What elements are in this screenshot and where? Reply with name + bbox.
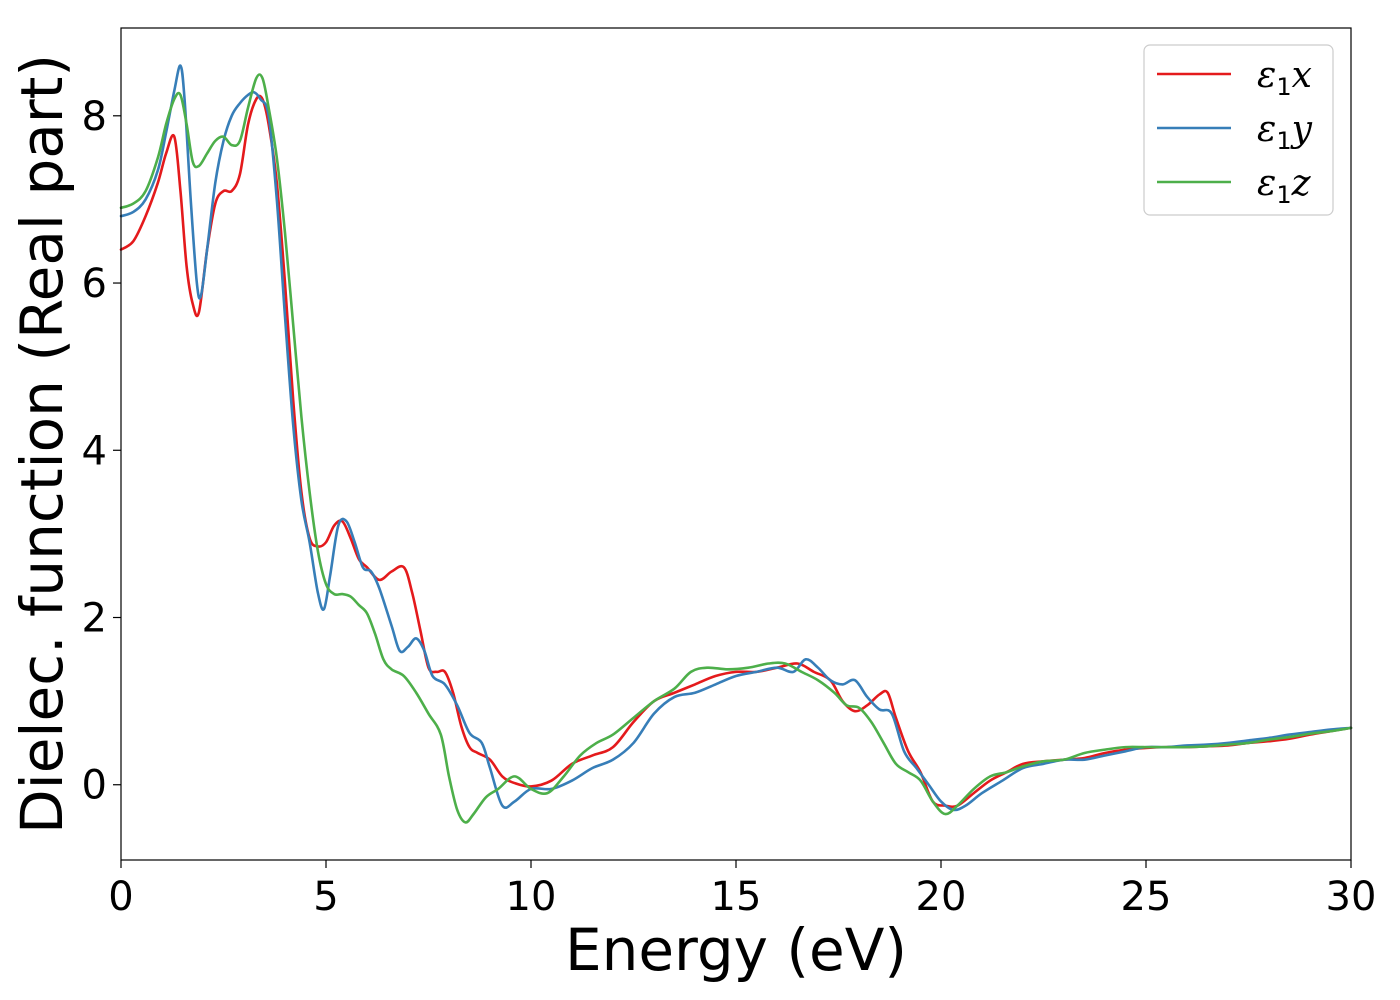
x-axis-title: Energy (eV) bbox=[565, 916, 907, 984]
series-line-x bbox=[119, 94, 1353, 809]
series-layer bbox=[119, 64, 1353, 824]
series-line-y bbox=[119, 64, 1353, 812]
y-tick-label: 4 bbox=[82, 428, 107, 474]
legend: ε1x ε1y ε1z bbox=[1143, 44, 1334, 216]
x-tick-label: 25 bbox=[1121, 874, 1172, 920]
series-line-z bbox=[119, 73, 1353, 824]
x-tick-label: 0 bbox=[108, 874, 133, 920]
y-tick-label: 8 bbox=[82, 94, 107, 140]
y-axis-ticks: 0 2 4 6 8 bbox=[82, 94, 121, 809]
y-tick-label: 6 bbox=[82, 261, 107, 307]
x-tick-label: 30 bbox=[1326, 874, 1377, 920]
y-axis-title: Dielec. function (Real part) bbox=[8, 54, 76, 834]
y-tick-label: 2 bbox=[82, 596, 107, 642]
y-tick-label: 0 bbox=[82, 763, 107, 809]
legend-frame bbox=[1143, 44, 1334, 216]
x-tick-label: 20 bbox=[916, 874, 967, 920]
x-axis-ticks: 0 5 10 15 20 25 30 bbox=[108, 860, 1376, 920]
x-tick-label: 10 bbox=[506, 874, 557, 920]
legend-label-y: ε1y bbox=[1257, 109, 1313, 155]
legend-label-z: ε1z bbox=[1257, 163, 1312, 209]
x-tick-label: 5 bbox=[313, 874, 338, 920]
legend-label-x: ε1x bbox=[1257, 55, 1312, 101]
x-tick-label: 15 bbox=[711, 874, 762, 920]
